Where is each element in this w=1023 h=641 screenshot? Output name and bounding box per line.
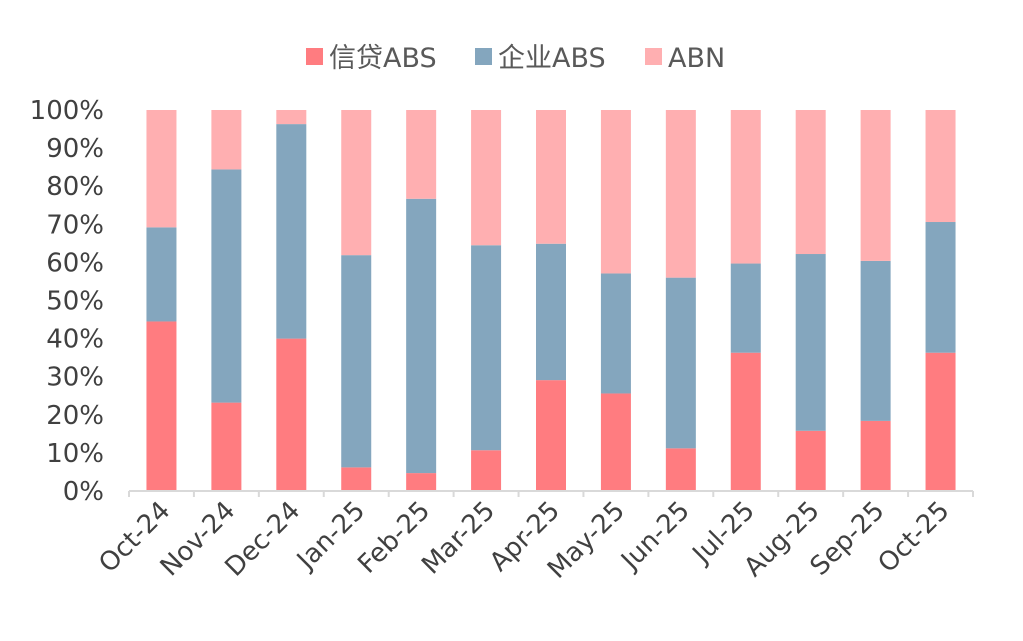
bar-segment-3 bbox=[536, 110, 566, 244]
bar-segment-3 bbox=[276, 110, 307, 125]
bar-segment-3 bbox=[925, 110, 956, 223]
bar-segment-1 bbox=[471, 450, 502, 491]
bar-segment-1 bbox=[860, 420, 891, 491]
y-tick-label: 100% bbox=[30, 96, 104, 126]
bars bbox=[146, 110, 956, 491]
bar-segment-2 bbox=[471, 245, 502, 451]
bar-segment-3 bbox=[211, 110, 242, 170]
bar-segment-3 bbox=[341, 110, 372, 256]
legend: 信贷ABS 企业ABS ABN bbox=[306, 43, 725, 74]
bar-segment-2 bbox=[730, 263, 761, 353]
bar-segment-3 bbox=[860, 110, 891, 261]
bar-segment-2 bbox=[406, 198, 437, 474]
y-tick-label: 20% bbox=[46, 401, 104, 431]
bar-segment-3 bbox=[795, 110, 826, 255]
bar-segment-3 bbox=[406, 110, 437, 199]
x-tick-label: Jun-25 bbox=[614, 496, 695, 577]
bar-segment-1 bbox=[600, 393, 631, 491]
bar-segment-1 bbox=[211, 402, 242, 491]
legend-label-2: 企业ABS bbox=[498, 43, 606, 74]
bar-segment-3 bbox=[600, 110, 631, 274]
bar-segment-2 bbox=[665, 277, 696, 449]
bar-segment-2 bbox=[146, 227, 177, 322]
bar-segment-3 bbox=[730, 110, 761, 264]
legend-label-1: 信贷ABS bbox=[329, 43, 437, 74]
y-tick-label: 50% bbox=[46, 287, 104, 317]
legend-item-2: 企业ABS bbox=[475, 43, 606, 74]
bar-segment-3 bbox=[665, 110, 696, 278]
legend-item-1: 信贷ABS bbox=[306, 43, 437, 74]
bar-segment-1 bbox=[276, 338, 307, 491]
y-tick-label: 80% bbox=[46, 172, 104, 202]
y-tick-label: 60% bbox=[46, 248, 104, 278]
bar-segment-2 bbox=[860, 260, 891, 421]
bar-segment-1 bbox=[146, 321, 177, 491]
legend-swatch-2 bbox=[475, 48, 492, 65]
x-tick-label: Sep-25 bbox=[805, 496, 891, 582]
y-tick-label: 0% bbox=[63, 477, 104, 507]
bar-segment-1 bbox=[536, 380, 566, 491]
y-tick-label: 90% bbox=[46, 134, 104, 164]
y-tick-label: 70% bbox=[46, 210, 104, 240]
bar-segment-2 bbox=[211, 169, 242, 403]
bar-segment-1 bbox=[406, 473, 437, 491]
legend-label-3: ABN bbox=[668, 43, 725, 74]
bar-segment-1 bbox=[795, 430, 826, 491]
x-axis: Oct-24Nov-24Dec-24Jan-25Feb-25Mar-25Apr-… bbox=[93, 490, 974, 585]
bar-segment-2 bbox=[600, 273, 631, 394]
bar-segment-1 bbox=[730, 352, 761, 491]
bar-segment-2 bbox=[795, 254, 826, 431]
bar-segment-3 bbox=[471, 110, 502, 246]
bar-segment-1 bbox=[665, 448, 696, 491]
y-tick-label: 10% bbox=[46, 439, 104, 469]
x-tick-label: Oct-25 bbox=[872, 496, 955, 579]
bar-segment-1 bbox=[341, 467, 372, 491]
legend-swatch-1 bbox=[306, 48, 323, 65]
bar-segment-2 bbox=[276, 124, 307, 339]
legend-swatch-3 bbox=[645, 48, 662, 65]
bar-segment-1 bbox=[925, 352, 956, 491]
y-tick-label: 40% bbox=[46, 325, 104, 355]
legend-item-3: ABN bbox=[645, 43, 725, 74]
bar-segment-3 bbox=[146, 110, 177, 228]
bar-segment-2 bbox=[341, 255, 372, 468]
bar-segment-2 bbox=[925, 222, 956, 353]
bar-segment-2 bbox=[536, 243, 566, 381]
x-tick-label: Mar-25 bbox=[416, 496, 501, 581]
y-tick-label: 30% bbox=[46, 363, 104, 393]
y-axis: 0% 10% 20% 30% 40% 50% 60% 70% 80% 90% 100% bbox=[30, 96, 104, 507]
